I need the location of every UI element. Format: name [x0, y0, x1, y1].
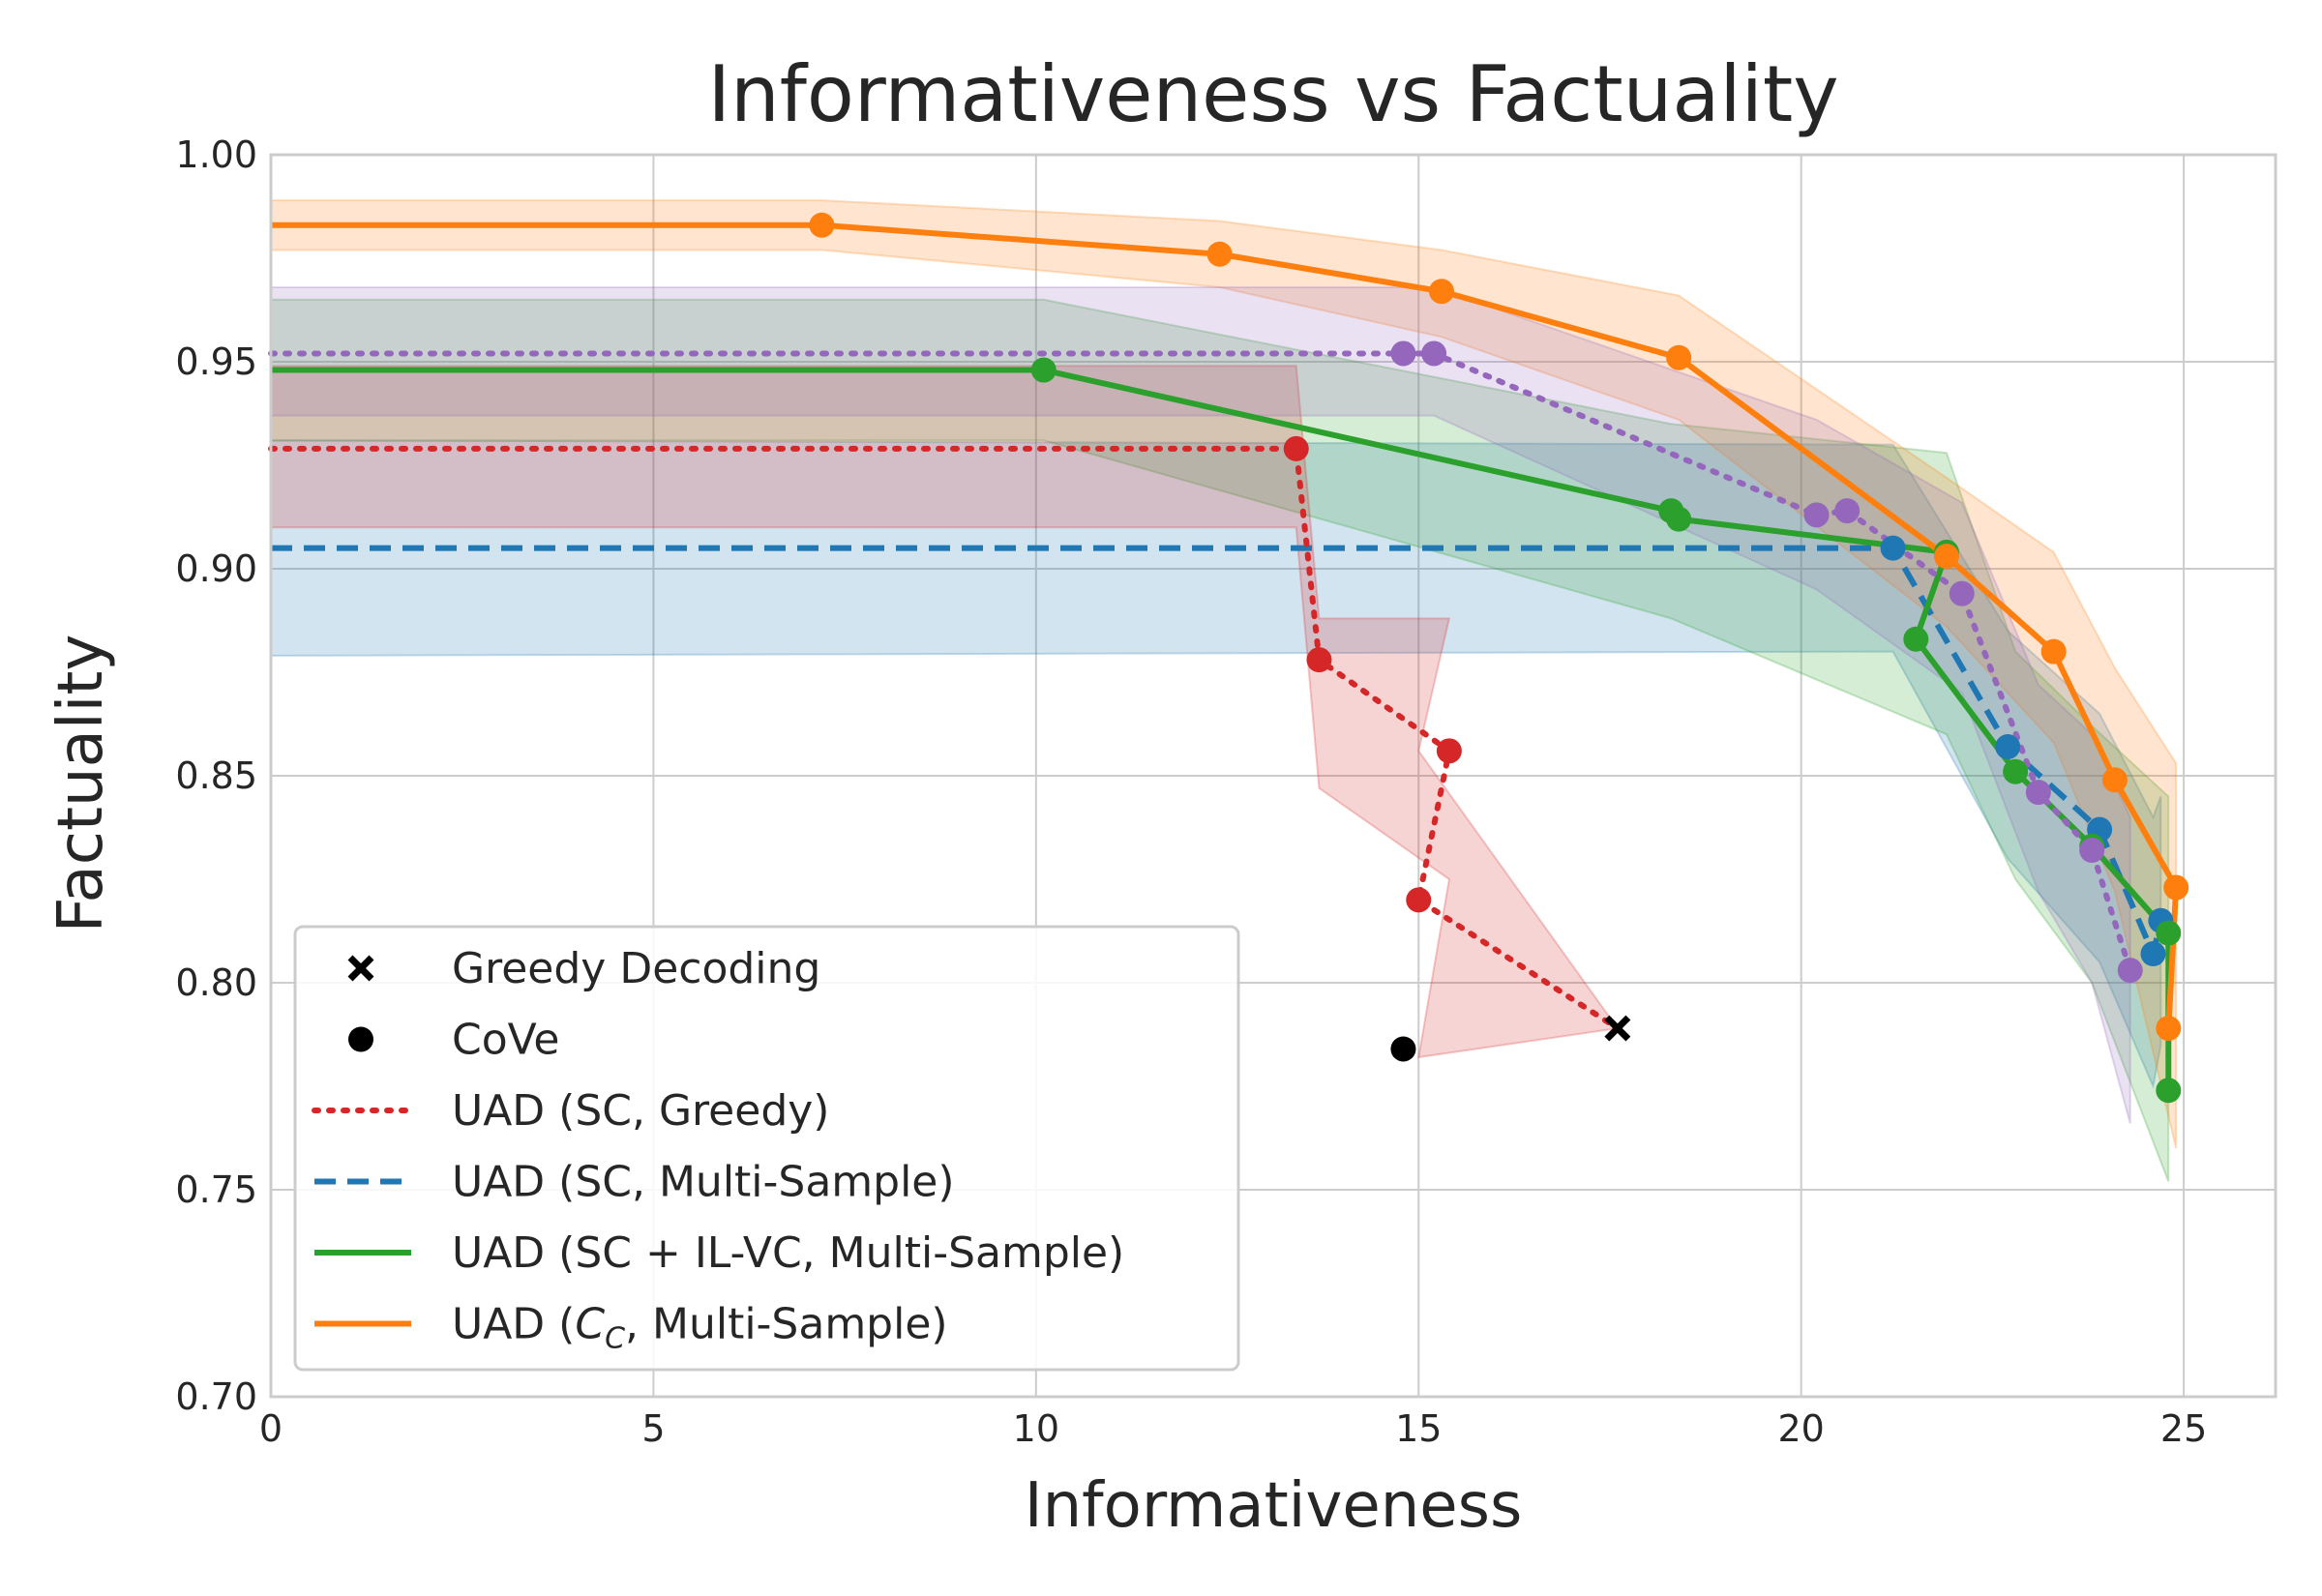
legend: Greedy Decoding CoVe UAD (SC, Greedy) UAD (… [293, 925, 1240, 1372]
uad-sc-greedy-point [1306, 647, 1332, 673]
greedy-decoding-marker-stroke [1604, 1015, 1631, 1042]
uad-sc-greedy-point [1283, 435, 1309, 461]
y-tick-label: 0.70 [175, 1375, 257, 1418]
legend-label-uad-sc-il-vc-multi-sample: UAD (SC + IL-VC, Multi-Sample) [452, 1228, 1124, 1278]
uad-c-c-multi-sample-point [1666, 344, 1692, 370]
x-tick-label: 10 [1013, 1407, 1059, 1450]
uad-c-c-multi-sample-point [809, 212, 835, 238]
uad-sc-greedy-band [270, 365, 1620, 1059]
uad-sc-il-vc-multi-sample-point [1030, 357, 1057, 383]
legend-label-greedy-decoding: Greedy Decoding [452, 944, 820, 993]
legend-label-uad-sc-greedy: UAD (SC, Greedy) [452, 1086, 829, 1136]
cove-marker [1390, 1036, 1416, 1062]
uad-sc-greedy-line [268, 445, 1621, 1032]
uad-sc-il-vc-multi-sample-point [2156, 920, 2182, 946]
x-tick-label: 25 [2160, 1407, 2207, 1450]
uad-sc-multi-sample-point [1880, 535, 1906, 561]
legend-dot-icon [348, 1026, 373, 1052]
uad-sc-greedy-purple-point [2117, 958, 2143, 984]
uad-sc-greedy-point [1406, 887, 1432, 913]
uad-sc-il-vc-multi-sample-point [2003, 758, 2029, 784]
legend-box [293, 925, 1240, 1372]
legend-label-subscript: C [605, 1322, 625, 1356]
uad-sc-greedy-purple-point [1803, 502, 1830, 528]
uad-c-c-multi-sample-point [2156, 1016, 2182, 1042]
legend-label-cove: CoVe [452, 1016, 559, 1065]
series-markers [809, 212, 2189, 1104]
y-tick-label: 0.85 [175, 754, 257, 797]
x-tick-label: 15 [1395, 1407, 1442, 1450]
uad-sc-il-vc-multi-sample-point [2156, 1078, 2182, 1104]
x-tick-label: 0 [259, 1407, 283, 1450]
greedy-decoding-marker [1604, 1015, 1631, 1042]
uad-c-c-multi-sample-point [2101, 767, 2128, 793]
legend-label-uad-sc-multi-sample: UAD (SC, Multi-Sample) [452, 1158, 955, 1207]
uad-sc-greedy-purple-point [1390, 340, 1416, 367]
reference-points [1390, 1015, 1631, 1062]
uad-sc-il-vc-multi-sample-point [1666, 506, 1692, 532]
uad-c-c-multi-sample-point [1933, 544, 1959, 570]
uad-c-c-multi-sample-point [2040, 638, 2067, 665]
uad-sc-multi-sample-band [270, 439, 2162, 1090]
y-tick-label: 1.00 [175, 133, 257, 176]
y-axis-title: Factuality [45, 635, 117, 933]
y-tick-label: 0.80 [175, 961, 257, 1004]
uad-c-c-multi-sample-point [2163, 874, 2189, 901]
uad-sc-greedy-purple-point [1949, 580, 1975, 606]
x-tick-label: 5 [641, 1407, 665, 1450]
uad-c-c-multi-sample-point [1206, 241, 1233, 267]
uad-sc-il-vc-multi-sample-line [271, 367, 2172, 1091]
x-axis-title: Informativeness [1025, 1470, 1523, 1542]
uad-sc-il-vc-multi-sample-point [1903, 626, 1929, 652]
uad-c-c-multi-sample-band [270, 199, 2178, 1149]
legend-label-symbol: C [575, 1300, 605, 1349]
uad-sc-greedy-purple-band [270, 285, 2131, 1124]
x-tick-label: 20 [1777, 1407, 1824, 1450]
uad-sc-greedy-purple-point [1834, 498, 1861, 524]
uad-sc-multi-sample-point [2140, 941, 2166, 967]
tick-labels: 0 5 10 15 20 25 0.70 0.75 0.80 0.85 0.90 0.95 1.00 [175, 133, 2207, 1450]
uad-sc-greedy-point [1436, 738, 1462, 764]
legend-label-prefix: UAD ( [452, 1300, 575, 1349]
uad-c-c-multi-sample-line [271, 222, 2180, 1029]
plot-frame [269, 153, 2277, 1399]
chart-title: Informativeness vs Factuality [707, 49, 1838, 139]
y-tick-label: 0.75 [175, 1168, 257, 1211]
uad-sc-multi-sample-point [1995, 734, 2021, 760]
y-tick-label: 0.90 [175, 547, 257, 590]
y-tick-label: 0.95 [175, 340, 257, 383]
uad-sc-greedy-purple-point [2025, 780, 2051, 806]
uad-sc-greedy-purple-point [2079, 838, 2105, 864]
uad-sc-greedy-purple-point [1421, 340, 1447, 367]
legend-label-uad-c-c-multi-sample: UAD (CC, Multi-Sample) [452, 1300, 948, 1356]
uad-c-c-multi-sample-point [1428, 279, 1454, 305]
legend-label-suffix: , Multi-Sample) [625, 1300, 948, 1349]
legend-x-icon [347, 955, 374, 982]
